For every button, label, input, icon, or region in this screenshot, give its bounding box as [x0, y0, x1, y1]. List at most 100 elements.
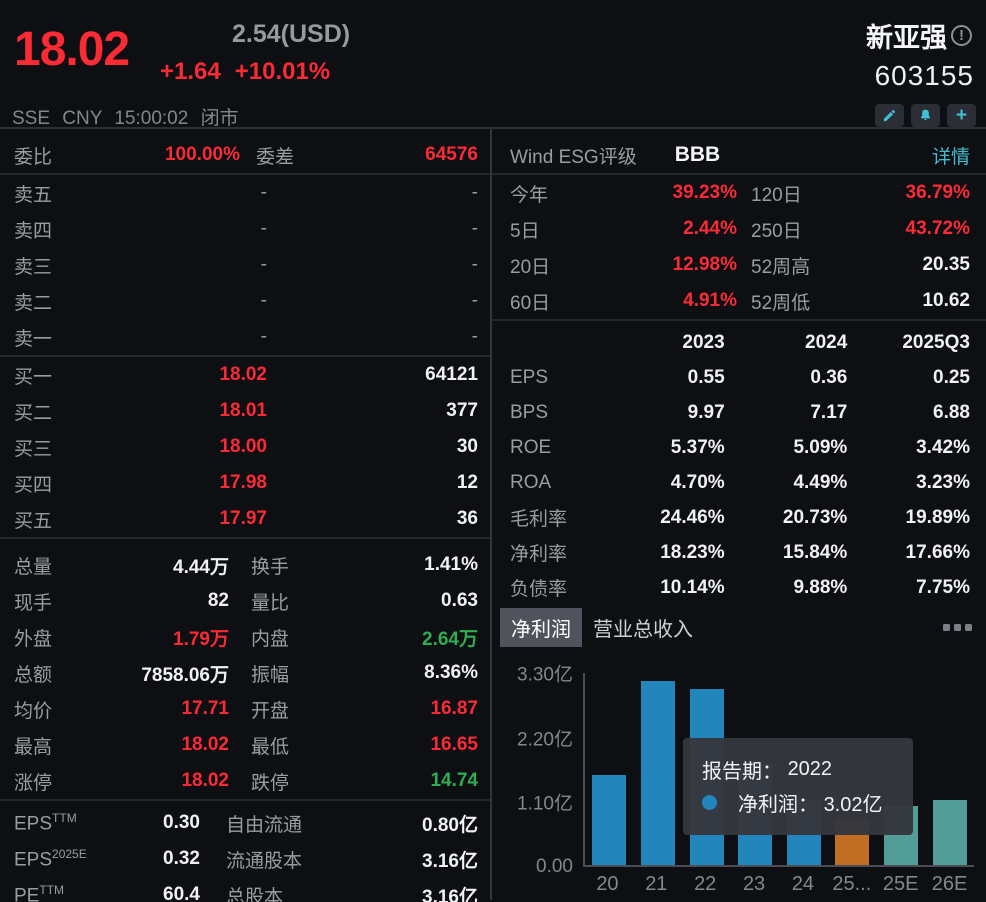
order-book-panel: 委比 100.00% 委差 64576 卖五 - - 卖四 - -	[0, 129, 490, 902]
esg-details-link[interactable]: 详情	[931, 146, 970, 168]
valuation-value: 0.30	[163, 812, 200, 833]
stat-label: 最高	[14, 736, 53, 758]
bid-level-label: 买五	[14, 510, 53, 532]
stat-label: 总额	[14, 664, 53, 686]
bar-26E[interactable]	[932, 799, 967, 865]
bid-row: 买五 17.97 36	[0, 501, 490, 537]
fin-row-label: ROE	[510, 436, 552, 458]
stat-label: 总量	[14, 556, 53, 578]
edit-button[interactable]	[875, 104, 904, 127]
tab-net-profit[interactable]: 净利润	[500, 607, 582, 647]
bar-21[interactable]	[640, 681, 675, 865]
plus-icon: +	[955, 105, 968, 126]
perf-value: 20.35	[922, 254, 970, 275]
bid-price[interactable]: 17.98	[219, 472, 267, 493]
valuation-value: 3.16亿	[422, 850, 478, 872]
stat-value: 17.71	[181, 698, 229, 719]
weibi-row: 委比 100.00% 委差 64576	[0, 137, 490, 173]
more-options-icon[interactable]	[943, 623, 972, 631]
fin-value: 15.84%	[782, 541, 848, 563]
alert-button[interactable]	[911, 104, 940, 127]
ask-price[interactable]: -	[260, 182, 267, 203]
net-profit-chart: 3.30亿 2.20亿 1.10亿 0.00 20 21 22 23 24 25... 25E 26…	[492, 647, 986, 902]
fin-col-header: 2025Q3	[902, 331, 970, 353]
perf-label: 今年	[510, 184, 549, 206]
stat-row: 总额 7858.06万 振幅 8.36%	[0, 655, 490, 691]
stat-value: 7858.06万	[141, 664, 229, 686]
bid-price[interactable]: 18.00	[219, 436, 267, 457]
perf-label: 5日	[510, 220, 540, 242]
x-tick-label: 24	[791, 873, 815, 895]
bar-20[interactable]	[592, 774, 627, 865]
perf-label: 52周高	[751, 256, 811, 278]
stat-row: 均价 17.71 开盘 16.87	[0, 691, 490, 727]
ask-row: 卖一 - -	[0, 319, 490, 355]
bid-volume: 64121	[425, 364, 478, 385]
ask-price[interactable]: -	[260, 218, 267, 239]
stat-value: 18.02	[181, 734, 229, 755]
perf-value: 10.62	[922, 290, 970, 311]
bid-volume: 30	[456, 436, 478, 457]
fin-value: 18.23%	[660, 541, 725, 563]
fin-value: 0.25	[933, 366, 970, 388]
info-icon[interactable]: !	[951, 25, 972, 46]
valuation-label: EPSTTM	[14, 810, 77, 835]
stat-row: 涨停 18.02 跌停 14.74	[0, 763, 490, 799]
bid-price[interactable]: 18.01	[219, 400, 267, 421]
ask-level-label: 卖五	[14, 184, 53, 206]
tab-total-revenue[interactable]: 营业总收入	[593, 618, 693, 641]
stat-label: 最低	[251, 736, 290, 758]
fin-row: ROA 4.70% 4.49% 3.23%	[492, 465, 986, 500]
fin-value: 9.88%	[793, 576, 848, 598]
fin-row: 负债率 10.14% 9.88% 7.75%	[492, 570, 986, 605]
valuation-value: 0.80亿	[422, 814, 478, 836]
y-tick-label: 3.30亿	[517, 664, 573, 686]
valuation-label: PETTM	[14, 882, 65, 902]
bid-volume: 12	[456, 472, 478, 493]
stat-value: 14.74	[430, 770, 478, 791]
stat-value: 1.41%	[424, 554, 478, 575]
bid-level-label: 买三	[14, 438, 53, 460]
bid-price[interactable]: 18.02	[219, 364, 267, 385]
bid-price[interactable]: 17.97	[219, 508, 267, 529]
fin-row-label: BPS	[510, 401, 549, 423]
ask-level-label: 卖二	[14, 292, 53, 314]
fin-row-label: 负债率	[510, 579, 568, 600]
stat-label: 内盘	[251, 628, 290, 650]
fin-value: 6.88	[933, 401, 970, 423]
perf-label: 120日	[751, 184, 802, 206]
add-button[interactable]: +	[947, 104, 976, 127]
chart-tabs: 净利润 营业总收入	[492, 607, 986, 647]
ask-price[interactable]: -	[260, 254, 267, 275]
y-tick-label: 2.20亿	[517, 729, 573, 751]
ask-row: 卖五 - -	[0, 175, 490, 211]
stat-value: 8.36%	[424, 662, 478, 683]
bell-icon	[920, 109, 931, 121]
valuation-value: 0.32	[163, 848, 200, 869]
ask-price[interactable]: -	[260, 326, 267, 347]
stat-value: 1.79万	[173, 628, 229, 650]
valuation-value: 60.4	[163, 884, 200, 902]
tooltip-series: 净利润： 3.02亿	[702, 786, 913, 819]
fin-row-label: ROA	[510, 471, 552, 493]
perf-value: 36.79%	[905, 182, 970, 203]
ask-price[interactable]: -	[260, 290, 267, 311]
performance-row: 60日 4.91% 52周低 10.62	[492, 283, 986, 319]
fin-value: 24.46%	[660, 506, 725, 528]
valuation-label: 自由流通	[226, 814, 303, 836]
stock-code: 603155	[874, 60, 974, 91]
x-tick-label: 21	[645, 873, 668, 895]
stat-value: 0.63	[441, 590, 478, 611]
header-toolbar: +	[875, 104, 976, 127]
fin-row-label: EPS	[510, 366, 549, 388]
bid-row: 买四 17.98 12	[0, 465, 490, 501]
fin-value: 9.97	[687, 401, 725, 423]
fin-row-label: 净利率	[510, 544, 568, 565]
stat-value: 82	[207, 590, 229, 611]
perf-label: 60日	[510, 292, 551, 314]
stat-value: 4.44万	[173, 556, 229, 578]
x-tick-label: 25...	[832, 873, 872, 895]
stat-label: 外盘	[14, 628, 53, 650]
fin-value: 19.89%	[905, 506, 970, 528]
stat-label: 换手	[251, 556, 290, 578]
